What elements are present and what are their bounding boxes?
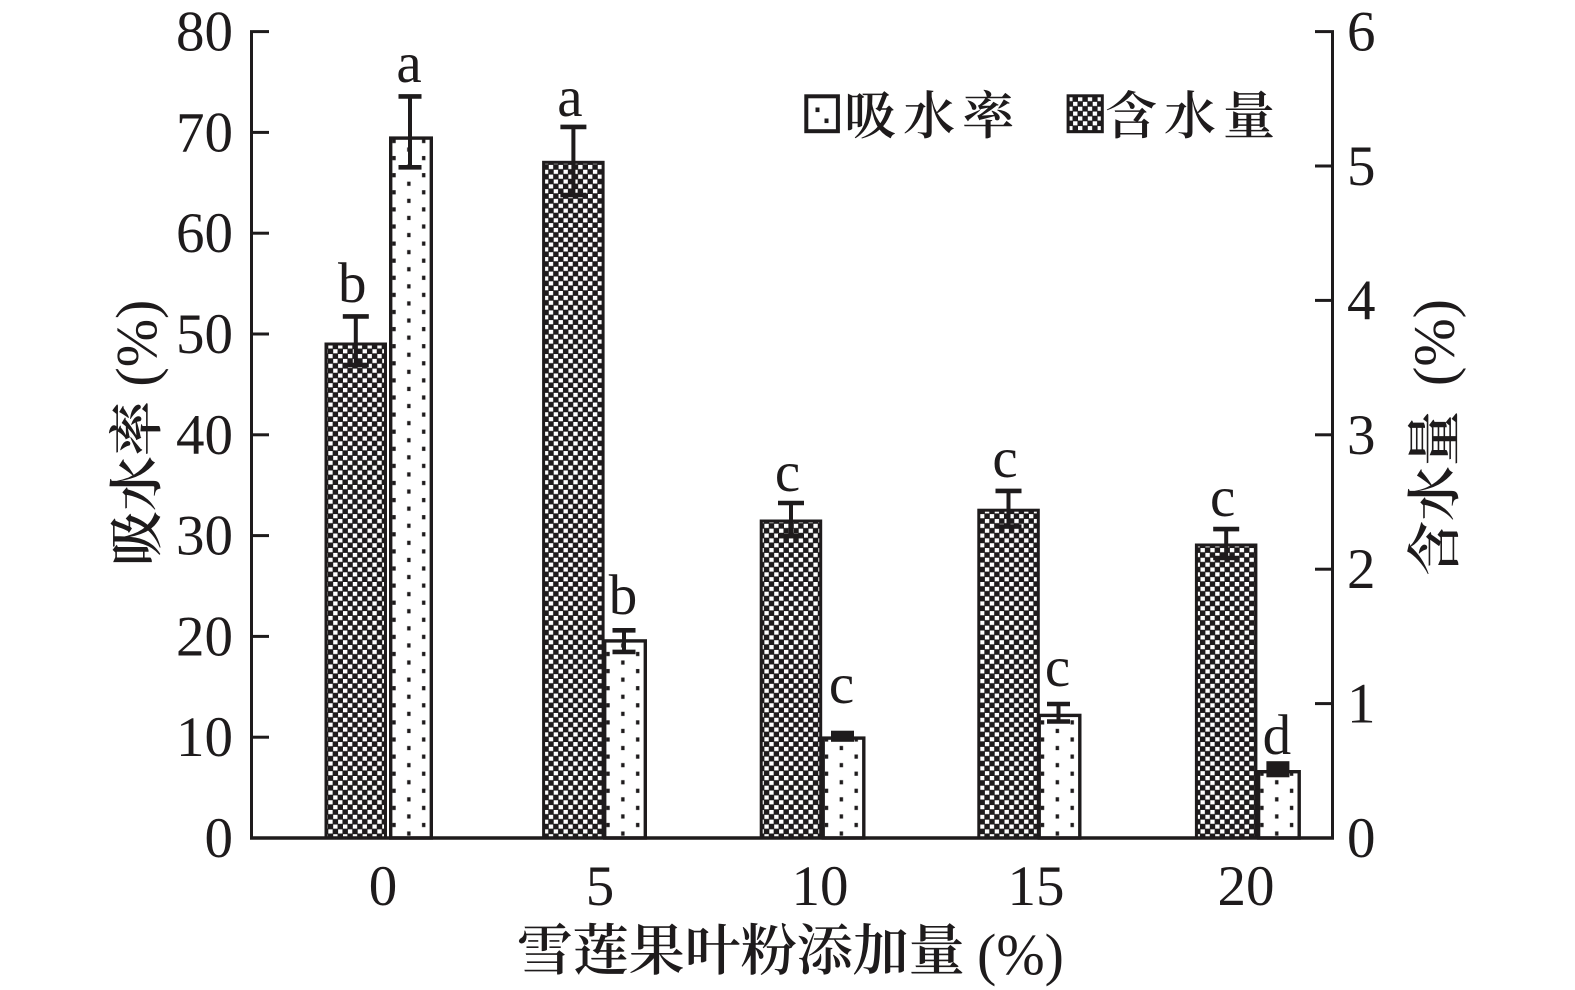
svg-text:5: 5 <box>1347 135 1376 198</box>
svg-text:20: 20 <box>176 605 233 668</box>
svg-text:15: 15 <box>1008 855 1065 918</box>
svg-text:5: 5 <box>586 855 615 918</box>
svg-text:a: a <box>557 66 582 129</box>
svg-text:(%): (%) <box>104 300 169 387</box>
svg-text:c: c <box>1045 636 1070 699</box>
svg-text:60: 60 <box>176 202 233 265</box>
svg-text:30: 30 <box>176 505 233 568</box>
svg-text:3: 3 <box>1347 404 1376 467</box>
svg-text:50: 50 <box>176 303 233 366</box>
svg-text:70: 70 <box>176 101 233 164</box>
svg-text:b: b <box>609 564 638 627</box>
svg-text:a: a <box>396 32 421 95</box>
svg-text:0: 0 <box>1347 807 1376 870</box>
svg-text:20: 20 <box>1218 855 1275 918</box>
svg-text:(%): (%) <box>1402 299 1467 386</box>
svg-text:4: 4 <box>1347 269 1376 332</box>
svg-text:c: c <box>1210 466 1235 529</box>
svg-text:0: 0 <box>205 807 234 870</box>
svg-text:d: d <box>1263 704 1292 767</box>
svg-text:40: 40 <box>176 404 233 467</box>
svg-text:c: c <box>829 653 854 716</box>
svg-text:(%): (%) <box>977 922 1064 987</box>
svg-text:6: 6 <box>1347 1 1376 64</box>
svg-text:10: 10 <box>792 855 849 918</box>
svg-text:b: b <box>338 252 367 315</box>
svg-text:0: 0 <box>369 855 398 918</box>
svg-text:c: c <box>775 441 800 504</box>
svg-text:80: 80 <box>176 1 233 64</box>
svg-text:10: 10 <box>176 706 233 769</box>
svg-text:1: 1 <box>1347 673 1376 736</box>
svg-text:2: 2 <box>1347 538 1376 601</box>
svg-text:c: c <box>992 427 1017 490</box>
